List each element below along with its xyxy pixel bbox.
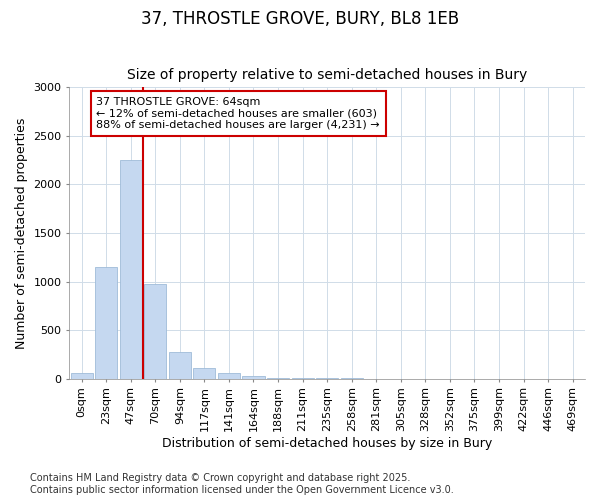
- Bar: [95, 267, 117, 378]
- Bar: [71, 373, 92, 378]
- Bar: [193, 368, 215, 378]
- Title: Size of property relative to semi-detached houses in Bury: Size of property relative to semi-detach…: [127, 68, 527, 82]
- Text: Contains HM Land Registry data © Crown copyright and database right 2025.
Contai: Contains HM Land Registry data © Crown c…: [30, 474, 454, 495]
- X-axis label: Distribution of semi-detached houses by size in Bury: Distribution of semi-detached houses by …: [162, 437, 492, 450]
- Y-axis label: Number of semi-detached properties: Number of semi-detached properties: [15, 118, 28, 348]
- Text: 37, THROSTLE GROVE, BURY, BL8 1EB: 37, THROSTLE GROVE, BURY, BL8 1EB: [141, 10, 459, 28]
- Bar: [119, 160, 142, 378]
- Bar: [242, 376, 265, 378]
- Text: 37 THROSTLE GROVE: 64sqm
← 12% of semi-detached houses are smaller (603)
88% of : 37 THROSTLE GROVE: 64sqm ← 12% of semi-d…: [97, 97, 380, 130]
- Bar: [218, 374, 240, 378]
- Bar: [169, 352, 191, 378]
- Bar: [144, 284, 166, 378]
